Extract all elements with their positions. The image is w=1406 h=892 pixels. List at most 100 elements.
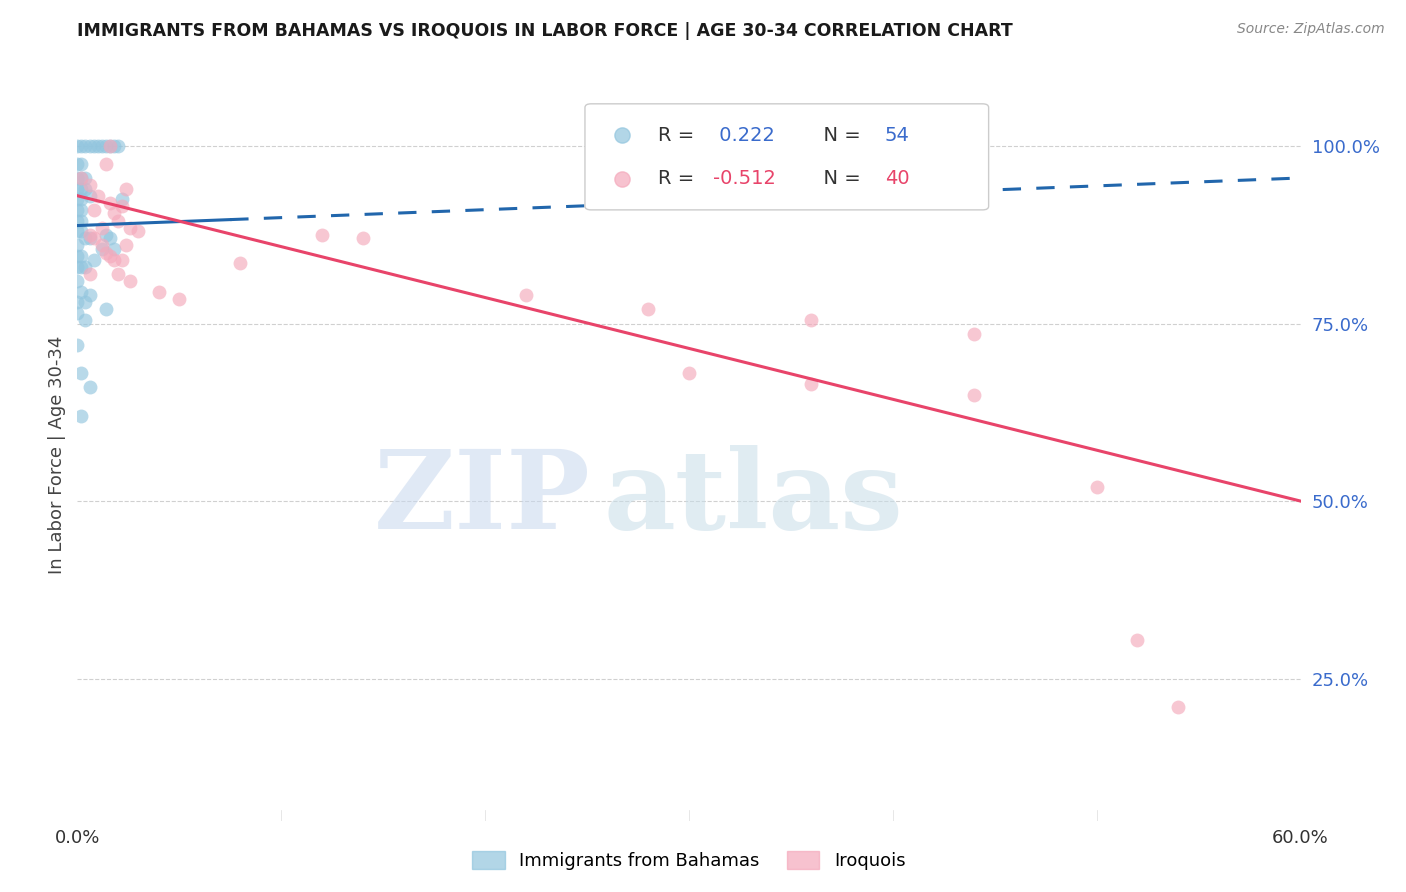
Text: N =: N = — [811, 169, 868, 188]
Point — [98, 231, 121, 245]
Point — [111, 199, 134, 213]
Point — [90, 139, 112, 153]
Point — [98, 139, 121, 153]
Point — [87, 188, 110, 202]
Point — [70, 192, 93, 206]
Point — [70, 249, 93, 263]
Point — [66, 306, 89, 320]
Y-axis label: In Labor Force | Age 30-34: In Labor Force | Age 30-34 — [48, 335, 66, 574]
Point — [98, 249, 121, 263]
Point — [637, 302, 659, 317]
Point — [678, 366, 700, 380]
Point — [107, 213, 129, 227]
Legend: Immigrants from Bahamas, Iroquois: Immigrants from Bahamas, Iroquois — [465, 844, 912, 878]
Point — [115, 181, 138, 195]
Point — [94, 227, 117, 242]
Text: R =: R = — [658, 169, 700, 188]
Point — [103, 206, 125, 220]
Point — [103, 242, 125, 256]
Point — [70, 171, 93, 186]
Text: Source: ZipAtlas.com: Source: ZipAtlas.com — [1237, 22, 1385, 37]
Point — [70, 213, 93, 227]
Point — [229, 256, 252, 270]
Point — [66, 202, 89, 217]
Point — [98, 195, 121, 210]
Point — [98, 139, 121, 153]
Point — [107, 267, 129, 281]
Point — [79, 227, 101, 242]
Text: 0.222: 0.222 — [713, 126, 775, 145]
Point — [70, 139, 93, 153]
Point — [66, 260, 89, 274]
Point — [120, 274, 142, 288]
Point — [75, 181, 97, 195]
Point — [128, 224, 150, 238]
Point — [66, 157, 89, 171]
Point — [79, 188, 101, 202]
Point — [352, 231, 374, 245]
Point — [66, 224, 89, 238]
Point — [83, 231, 105, 245]
Point — [800, 313, 823, 327]
Point — [79, 380, 101, 394]
Point — [70, 202, 93, 217]
Point — [115, 238, 138, 252]
Point — [120, 220, 142, 235]
Point — [66, 192, 89, 206]
Point — [66, 238, 89, 252]
Point — [94, 157, 117, 171]
Point — [79, 231, 101, 245]
Point — [111, 192, 134, 206]
Point — [75, 139, 97, 153]
Text: atlas: atlas — [603, 445, 903, 552]
Point — [90, 242, 112, 256]
Point — [66, 213, 89, 227]
Point — [70, 260, 93, 274]
Point — [963, 387, 986, 401]
Point — [79, 288, 101, 302]
Point — [75, 295, 97, 310]
Point — [107, 139, 129, 153]
Point — [1167, 700, 1189, 714]
Point — [1085, 480, 1108, 494]
Point — [94, 139, 117, 153]
Text: -0.512: -0.512 — [713, 169, 776, 188]
Point — [963, 327, 986, 342]
Point — [66, 171, 89, 186]
Text: ZIP: ZIP — [374, 445, 591, 552]
Point — [66, 249, 89, 263]
Text: 40: 40 — [884, 169, 910, 188]
Text: 54: 54 — [884, 126, 910, 145]
Point — [70, 366, 93, 380]
Point — [148, 285, 170, 299]
Point — [70, 181, 93, 195]
Point — [79, 178, 101, 192]
Point — [75, 171, 97, 186]
Point — [87, 139, 110, 153]
Point — [79, 267, 101, 281]
Point — [66, 338, 89, 352]
Point — [83, 202, 105, 217]
Point — [70, 224, 93, 238]
Point — [800, 376, 823, 391]
Point — [94, 302, 117, 317]
Point — [83, 252, 105, 267]
Point — [311, 227, 333, 242]
Point — [75, 260, 97, 274]
Point — [66, 139, 89, 153]
Point — [70, 409, 93, 423]
Point — [103, 139, 125, 153]
Point — [79, 139, 101, 153]
Point — [66, 274, 89, 288]
Point — [75, 313, 97, 327]
Text: R =: R = — [658, 126, 700, 145]
Point — [70, 157, 93, 171]
Point — [94, 245, 117, 260]
Text: IMMIGRANTS FROM BAHAMAS VS IROQUOIS IN LABOR FORCE | AGE 30-34 CORRELATION CHART: IMMIGRANTS FROM BAHAMAS VS IROQUOIS IN L… — [77, 22, 1014, 40]
Point — [515, 288, 537, 302]
Text: N =: N = — [811, 126, 868, 145]
Point — [70, 171, 93, 186]
Point — [75, 231, 97, 245]
Point — [70, 285, 93, 299]
Point — [66, 181, 89, 195]
